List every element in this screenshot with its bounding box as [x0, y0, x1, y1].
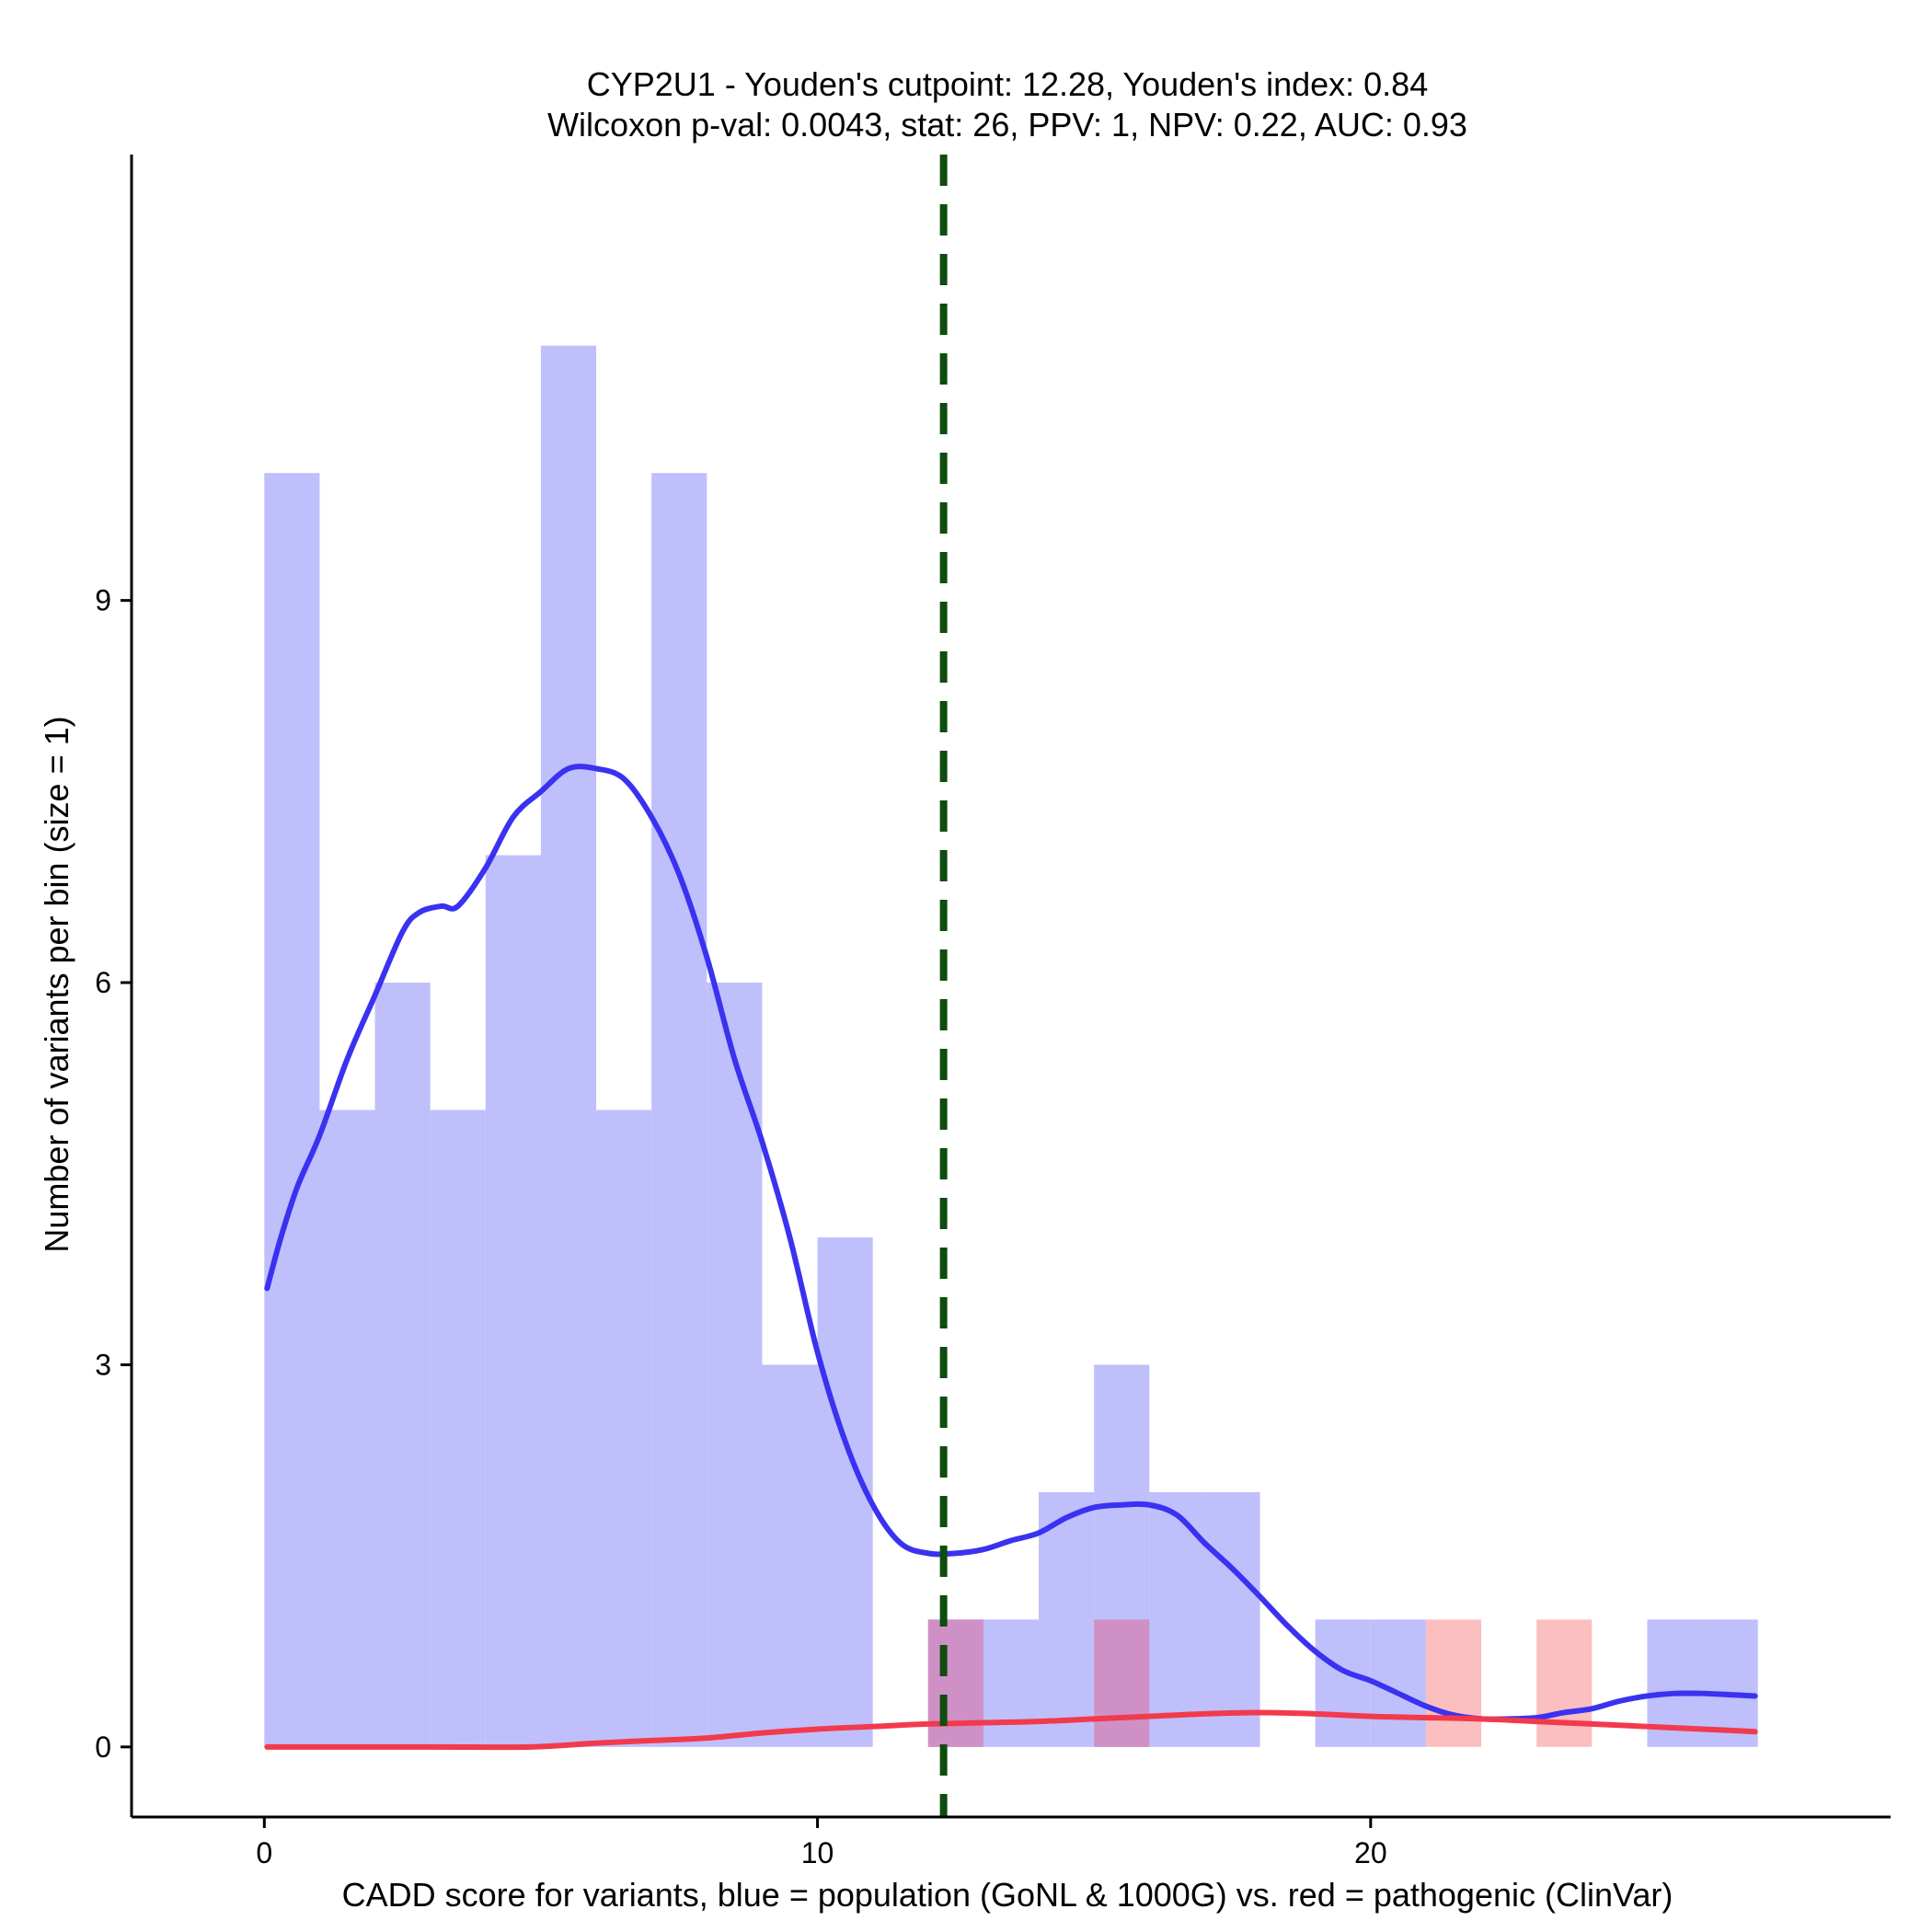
- chart-title-line1: CYP2U1 - Youden's cutpoint: 12.28, Youde…: [587, 65, 1428, 103]
- population-bar: [485, 855, 541, 1747]
- pathogenic-bar: [1425, 1619, 1482, 1747]
- density-lines: [264, 764, 1758, 1751]
- population-bar: [319, 1110, 375, 1747]
- y-axis-label: Number of variants per bin (size = 1): [38, 716, 75, 1252]
- x-axis-label: CADD score for variants, blue = populati…: [342, 1876, 1673, 1914]
- population-bar: [762, 1364, 818, 1747]
- population-bar: [540, 345, 597, 1747]
- pathogenic-bars: [927, 1619, 1593, 1747]
- y-tick-label: 9: [95, 584, 111, 617]
- y-tick-label: 3: [95, 1348, 111, 1381]
- population-bar: [707, 983, 763, 1747]
- population-bars: [264, 345, 1758, 1747]
- y-tick-label: 0: [95, 1731, 111, 1764]
- overlap-bar: [1094, 1619, 1150, 1747]
- population-bar: [430, 1110, 486, 1747]
- population-bar: [1315, 1619, 1371, 1747]
- chart-title-line2: Wilcoxon p-val: 0.0043, stat: 26, PPV: 1…: [547, 106, 1467, 144]
- pathogenic-density-line: [264, 1709, 1758, 1751]
- population-bar: [1039, 1491, 1095, 1747]
- x-tick-label: 0: [256, 1836, 272, 1869]
- population-bar: [374, 983, 431, 1747]
- population-bar: [983, 1619, 1040, 1747]
- overlap-bar: [927, 1619, 983, 1747]
- y-tick-label: 6: [95, 966, 111, 999]
- population-bar: [1702, 1619, 1758, 1747]
- population-bar: [1204, 1491, 1260, 1747]
- tick-labels: 0 10 20 0 3 6 9: [95, 584, 1386, 1869]
- population-bar: [596, 1110, 652, 1747]
- x-tick-label: 20: [1354, 1836, 1387, 1869]
- population-bar: [264, 473, 320, 1747]
- pathogenic-bar: [1536, 1619, 1593, 1747]
- axes: [121, 155, 1891, 1828]
- x-tick-label: 10: [801, 1836, 834, 1869]
- population-bar: [651, 473, 707, 1747]
